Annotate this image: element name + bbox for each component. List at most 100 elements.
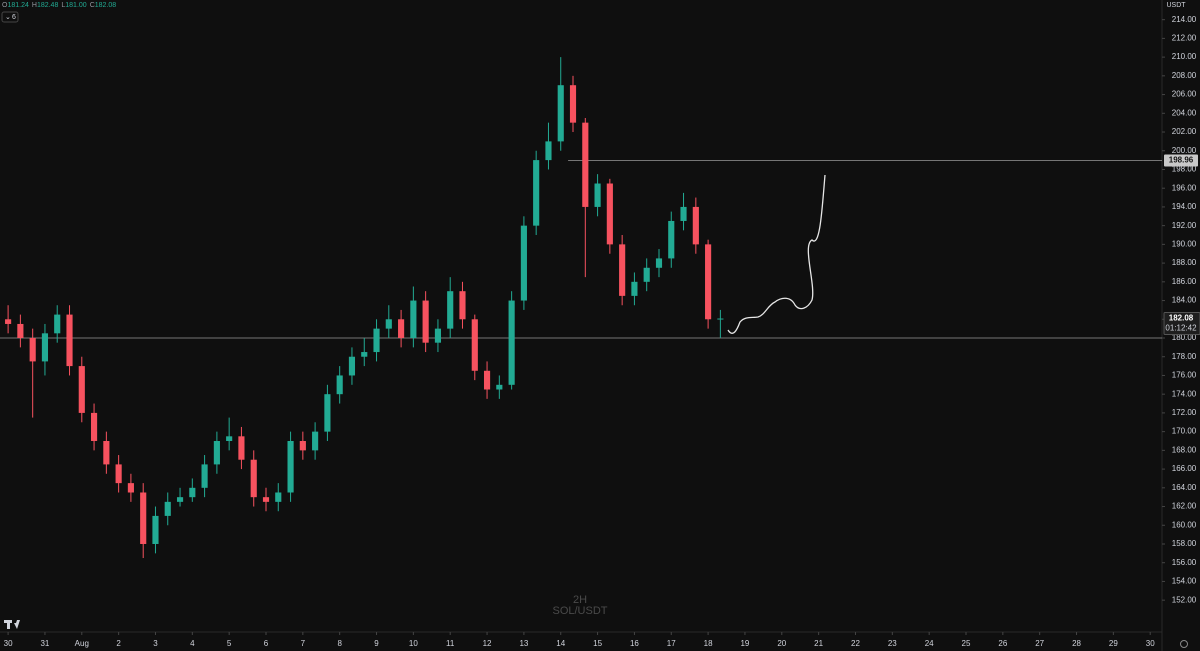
y-tick-label: 212.00: [1172, 33, 1197, 42]
candle-body: [140, 492, 147, 544]
settings-icon[interactable]: [1180, 640, 1188, 648]
candle-body: [78, 366, 85, 413]
y-tick-label: 154.00: [1172, 577, 1197, 586]
x-tick-label: 6: [264, 639, 269, 648]
x-tick-label: 14: [556, 639, 565, 648]
x-tick-label: 28: [1072, 639, 1081, 648]
x-tick-label: 31: [40, 639, 49, 648]
y-tick-label: 188.00: [1172, 258, 1197, 267]
y-tick-label: 172.00: [1172, 408, 1197, 417]
candle-body: [508, 300, 515, 385]
candle-body: [17, 323, 24, 339]
candle-body: [201, 464, 208, 488]
candle-body: [569, 85, 577, 123]
y-tick-label: 184.00: [1172, 296, 1197, 305]
candle-body: [668, 220, 675, 259]
candle-body: [520, 225, 527, 301]
y-tick-label: 160.00: [1172, 520, 1197, 529]
y-tick-label: 156.00: [1172, 558, 1197, 567]
y-tick-label: 202.00: [1172, 127, 1197, 136]
level-tag-label: 198.96: [1169, 156, 1194, 165]
x-tick-label: 7: [301, 639, 306, 648]
x-tick-label: 25: [962, 639, 971, 648]
y-tick-label: 210.00: [1172, 52, 1197, 61]
countdown-label: 01:12:42: [1165, 324, 1197, 333]
x-tick-label: 5: [227, 639, 232, 648]
candle-body: [312, 431, 319, 451]
candle-body: [336, 375, 343, 395]
candle-body: [545, 141, 552, 161]
x-tick-label: 23: [888, 639, 897, 648]
x-tick-label: 24: [925, 639, 934, 648]
y-tick-label: 180.00: [1172, 333, 1197, 342]
candle-body: [459, 291, 466, 320]
candle-body: [348, 356, 356, 376]
y-tick-label: 200.00: [1172, 146, 1197, 155]
x-tick-label: 3: [153, 639, 158, 648]
x-tick-label: 10: [409, 639, 418, 648]
candle-body: [324, 394, 331, 432]
y-tick-label: 178.00: [1172, 352, 1197, 361]
candle-body: [41, 333, 49, 362]
candle-body: [115, 464, 122, 484]
candle-body: [594, 183, 601, 207]
candle-body: [213, 440, 220, 465]
candle-body: [655, 258, 663, 268]
ohlc-value: 181.00: [65, 2, 87, 9]
y-tick-label: 214.00: [1172, 15, 1197, 24]
y-tick-label: 194.00: [1172, 202, 1197, 211]
level-tag: [1164, 154, 1198, 167]
candle-body: [680, 206, 687, 221]
candle-body: [717, 318, 724, 320]
x-tick-label: 12: [483, 639, 492, 648]
y-tick-label: 168.00: [1172, 445, 1197, 454]
indicator-toggle[interactable]: [1, 11, 19, 23]
candle-body: [29, 338, 36, 362]
y-tick-label: 166.00: [1172, 464, 1197, 473]
candle-body: [90, 412, 98, 441]
candle-body: [250, 459, 257, 498]
x-tick-label: 15: [593, 639, 602, 648]
x-tick-label: 26: [998, 639, 1007, 648]
y-tick-label: 176.00: [1172, 371, 1197, 380]
candle-body: [238, 436, 245, 460]
ohlc-value: 182.48: [37, 2, 59, 9]
x-tick-label: 4: [190, 639, 195, 648]
projection-drawing: [727, 174, 826, 334]
candle-body: [361, 352, 368, 357]
candle-body: [631, 281, 638, 296]
candle-body: [643, 267, 650, 282]
x-tick-label: 21: [814, 639, 823, 648]
logo[interactable]: [4, 620, 20, 629]
candle-body: [705, 244, 712, 320]
y-tick-label: 170.00: [1172, 427, 1197, 436]
x-tick-label: 17: [667, 639, 676, 648]
x-tick-label: 11: [446, 639, 455, 648]
candle-body: [606, 183, 613, 245]
y-tick-label: 162.00: [1172, 502, 1197, 511]
watermark-interval: 2H: [573, 594, 587, 606]
candle-body: [287, 440, 294, 493]
x-tick-label: 19: [740, 639, 749, 648]
last-price-label: 182.08: [1169, 314, 1194, 323]
candle-body: [483, 370, 491, 390]
chevron: ⌄: [5, 14, 11, 21]
x-tick-label: Aug: [75, 639, 89, 648]
candle-body: [557, 85, 564, 142]
candle-body: [5, 319, 12, 324]
y-tick-label: 208.00: [1172, 71, 1197, 80]
y-tick-label: 198.00: [1172, 165, 1197, 174]
currency: USDT: [1166, 2, 1186, 9]
candle-body: [471, 319, 478, 371]
candle-body: [189, 487, 196, 498]
y-tick-label: 174.00: [1172, 389, 1197, 398]
x-tick-label: 29: [1109, 639, 1118, 648]
candle-body: [152, 515, 159, 544]
y-tick-label: 186.00: [1172, 277, 1197, 286]
y-tick-label: 192.00: [1172, 221, 1197, 230]
ohlc-text: O181.24 H182.48 L181.00 C182.08: [2, 2, 116, 9]
ohlc-key: H: [32, 2, 37, 9]
ohlc-key: L: [61, 2, 65, 9]
